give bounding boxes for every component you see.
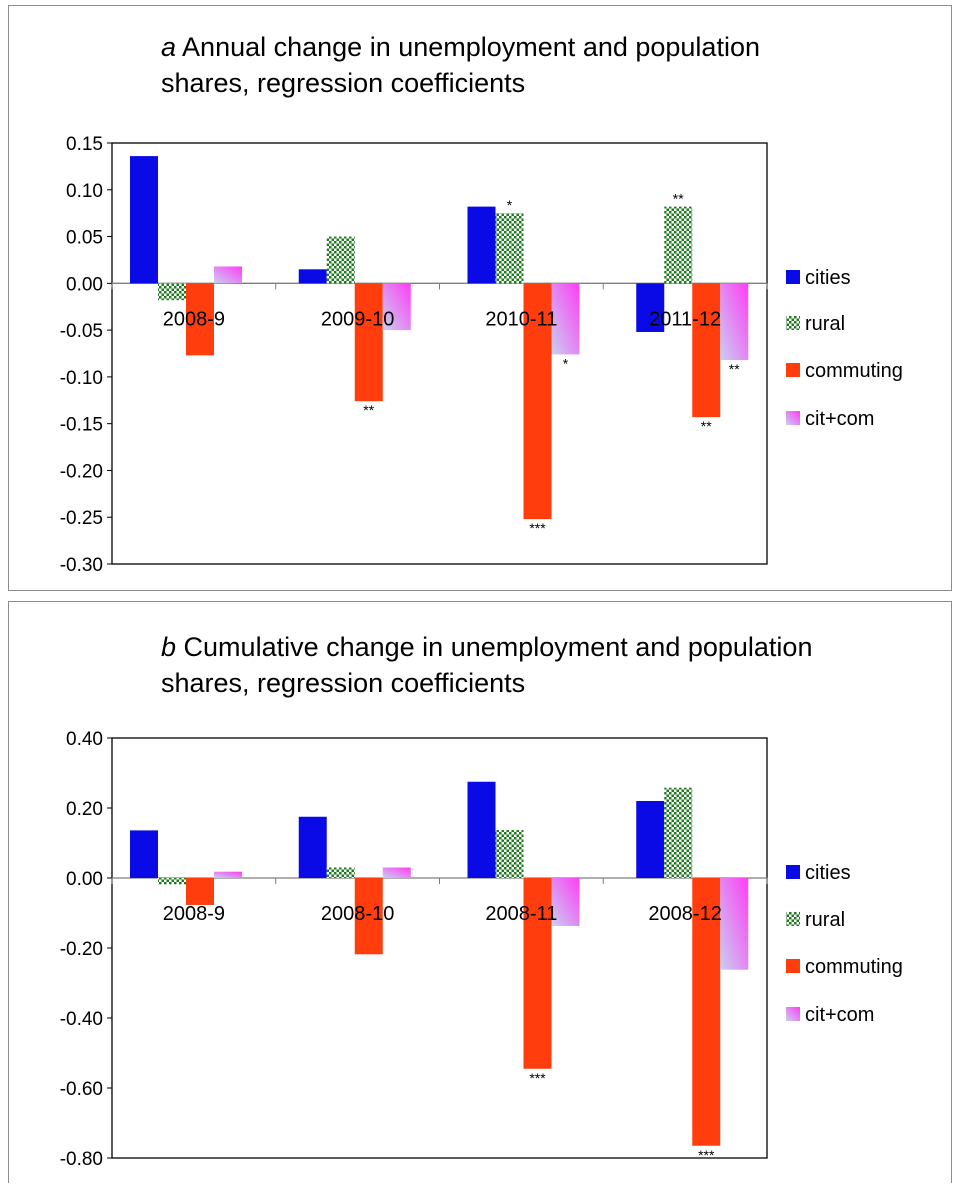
y-tick-label: 0.00	[66, 274, 103, 295]
legend-label-commuting: commuting	[805, 360, 903, 382]
legend-swatch-commuting	[786, 959, 800, 973]
legend-label-rural: rural	[805, 313, 845, 335]
y-tick-label: 0.05	[66, 228, 103, 249]
plot-area	[111, 142, 768, 565]
category-label: 2008-10	[321, 903, 394, 925]
bar-cit-com-2008-10	[382, 867, 411, 878]
y-tick-label: -0.30	[60, 555, 103, 576]
bar-commuting-2008-9	[186, 878, 214, 905]
bar-rural-2008-11	[495, 830, 524, 878]
y-tick-label: 0.40	[66, 729, 103, 750]
bar-rural-2009-10	[326, 236, 355, 284]
panel-letter-a: a	[161, 32, 177, 62]
significance-label: **	[673, 191, 684, 207]
title-a-line1: Annual change in unemployment and popula…	[182, 32, 760, 62]
y-tick-label: 0.10	[66, 181, 103, 202]
bar-rural-2010-11	[495, 213, 524, 284]
chart-panel-a: a Annual change in unemployment and popu…	[8, 5, 952, 591]
legend-swatch-cities	[786, 865, 800, 879]
bar-rural-2008-9	[158, 878, 186, 885]
significance-label: **	[701, 418, 712, 434]
bar-rural-2008-12	[664, 787, 693, 878]
y-tick-label: -0.40	[60, 1009, 103, 1030]
bar-cit-com-2011-12	[720, 283, 749, 361]
bar-rural-2008-10	[326, 867, 355, 878]
legend-label-cit-com: cit+com	[805, 1004, 874, 1026]
panel-letter-b: b	[161, 632, 177, 662]
legend-label-cit-com: cit+com	[805, 408, 874, 430]
bar-cities-2008-11	[467, 781, 496, 878]
category-label: 2008-9	[163, 308, 225, 330]
title-b-line1: Cumulative change in unemployment and po…	[183, 632, 813, 662]
legend-swatch-cit-com	[786, 1007, 800, 1021]
legend-swatch-cit-com	[786, 411, 800, 425]
bar-cities-2011-12	[636, 283, 665, 332]
bar-commuting-2011-12	[692, 283, 721, 418]
significance-label: ***	[529, 1070, 546, 1086]
significance-label: ***	[529, 520, 546, 536]
legend-swatch-rural	[786, 316, 800, 330]
category-label: 2010-11	[485, 308, 557, 330]
bar-cities-2008-12	[636, 801, 665, 878]
legend-swatch-commuting	[786, 363, 800, 377]
bar-cit-com-2008-9	[214, 266, 242, 284]
bar-rural-2011-12	[664, 206, 693, 284]
bar-cit-com-2008-11	[551, 878, 580, 926]
category-label: 2008-9	[163, 903, 225, 925]
significance-label: *	[507, 197, 513, 213]
chart-title-a: a Annual change in unemployment and popu…	[161, 29, 760, 101]
y-tick-label: -0.20	[60, 939, 103, 960]
bar-cit-com-2008-12	[720, 878, 749, 970]
bar-commuting-2008-9	[186, 283, 214, 356]
bar-cities-2010-11	[467, 206, 496, 284]
bar-cities-2008-9	[130, 156, 158, 284]
legend-label-rural: rural	[805, 909, 845, 931]
y-tick-label: -0.10	[60, 368, 103, 389]
bar-cities-2008-9	[130, 830, 158, 878]
chart-b-plot: 0.40 0.20 0.00 -0.20 -0.40 -0.60 -0.80 *** *** 20…	[60, 729, 903, 1170]
y-tick-label: -0.20	[60, 461, 103, 482]
legend-label-cities: cities	[805, 267, 851, 289]
category-label: 2009-10	[321, 308, 394, 330]
bar-commuting-2009-10	[354, 283, 383, 402]
legend-label-cities: cities	[805, 862, 851, 884]
significance-label: **	[729, 361, 740, 377]
bar-commuting-2008-10	[354, 878, 383, 955]
y-tick-label: 0.20	[66, 799, 103, 820]
legend-swatch-cities	[786, 270, 800, 284]
y-tick-label: 0.15	[66, 134, 103, 155]
category-label: 2008-11	[485, 903, 557, 925]
y-tick-label: -0.60	[60, 1079, 103, 1100]
bar-commuting-2010-11	[523, 283, 552, 520]
legend-swatch-rural	[786, 912, 800, 926]
y-tick-label: 0.00	[66, 869, 103, 890]
bar-cit-com-2010-11	[551, 283, 580, 355]
bar-cit-com-2009-10	[382, 283, 411, 331]
significance-label: ***	[698, 1147, 715, 1163]
y-tick-label: -0.15	[60, 415, 103, 436]
bar-commuting-2008-11	[523, 878, 552, 1069]
y-tick-label: -0.25	[60, 508, 103, 529]
bar-commuting-2008-12	[692, 878, 721, 1146]
bar-cities-2008-10	[298, 816, 327, 878]
significance-label: *	[563, 355, 569, 371]
title-a-line2: shares, regression coefficients	[161, 68, 526, 98]
legend-label-commuting: commuting	[805, 956, 903, 978]
bar-cit-com-2008-9	[214, 871, 242, 878]
y-tick-label: -0.05	[60, 321, 103, 342]
bar-rural-2008-9	[158, 283, 186, 301]
category-label: 2011-12	[649, 308, 721, 330]
chart-a-plot: 0.15 0.10 0.05 0.00 -0.05 -0.10 -0.15 -0.20 -0.2…	[60, 134, 903, 576]
chart-panel-b: b Cumulative change in unemployment and …	[8, 601, 952, 1183]
category-label: 2008-12	[648, 903, 721, 925]
y-tick-label: -0.80	[60, 1149, 103, 1170]
title-b-line2: shares, regression coefficients	[161, 668, 526, 698]
chart-title-b: b Cumulative change in unemployment and …	[161, 629, 812, 701]
bar-cities-2009-10	[298, 269, 327, 284]
significance-label: **	[363, 402, 374, 418]
